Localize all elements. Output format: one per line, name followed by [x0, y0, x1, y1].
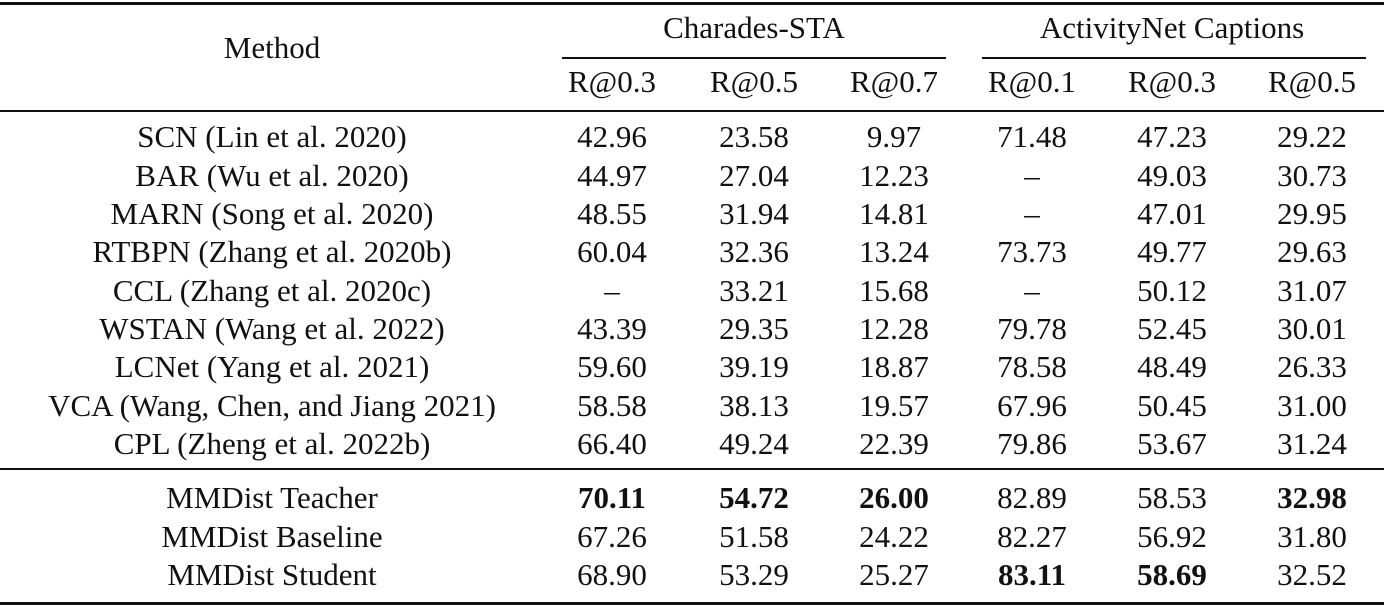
method-cell: BAR (Wu et al. 2020) — [135, 158, 409, 193]
value-cell: 27.04 — [719, 158, 789, 193]
value-cell: 50.12 — [1137, 273, 1207, 308]
value-cell: 78.58 — [997, 349, 1067, 384]
value-cell: 32.52 — [1277, 557, 1347, 592]
value-cell: 32.98 — [1277, 480, 1347, 515]
value-cell: 70.11 — [577, 480, 647, 515]
method-cell: MMDist Teacher — [166, 480, 378, 515]
value-cell: 58.53 — [1137, 480, 1207, 515]
metric-header-cell: R@0.5 — [1268, 64, 1356, 99]
metric-header-cell: R@0.3 — [1128, 64, 1216, 99]
value-cell: 26.00 — [859, 480, 929, 515]
value-cell: 31.94 — [719, 196, 789, 231]
method-cell: WSTAN (Wang et al. 2022) — [99, 311, 445, 346]
method-cell: LCNet (Yang et al. 2021) — [114, 349, 430, 384]
value-cell: 31.24 — [1277, 426, 1347, 461]
method-cell: SCN (Lin et al. 2020) — [137, 119, 407, 154]
section-rule — [0, 468, 1384, 470]
value-cell: 42.96 — [577, 119, 647, 154]
bottom-rule — [0, 602, 1384, 605]
method-cell: VCA (Wang, Chen, and Jiang 2021) — [48, 388, 496, 423]
value-cell: 38.13 — [719, 388, 789, 423]
method-cell: MMDist Baseline — [161, 519, 383, 554]
value-cell: 9.97 — [866, 119, 922, 154]
value-cell: 48.49 — [1137, 349, 1207, 384]
value-cell: – — [1024, 273, 1040, 308]
value-cell: 58.69 — [1137, 557, 1207, 592]
value-cell: 32.36 — [719, 234, 789, 269]
method-cell: CCL (Zhang et al. 2020c) — [112, 273, 432, 308]
value-cell: 24.22 — [859, 519, 929, 554]
value-cell: 66.40 — [577, 426, 647, 461]
value-cell: 67.26 — [577, 519, 647, 554]
value-cell: 23.58 — [719, 119, 789, 154]
value-cell: 29.22 — [1277, 119, 1347, 154]
value-cell: 82.27 — [997, 519, 1067, 554]
value-cell: 67.96 — [997, 388, 1067, 423]
metric-header-cell: R@0.1 — [988, 64, 1076, 99]
value-cell: 59.60 — [577, 349, 647, 384]
value-cell: 30.01 — [1277, 311, 1347, 346]
charades-group-rule — [562, 57, 946, 59]
value-cell: 29.63 — [1277, 234, 1347, 269]
value-cell: 29.95 — [1277, 196, 1347, 231]
value-cell: 14.81 — [859, 196, 929, 231]
metric-header-cell: R@0.7 — [850, 64, 938, 99]
method-cell: MMDist Student — [167, 557, 377, 592]
value-cell: 47.23 — [1137, 119, 1207, 154]
value-cell: 12.23 — [859, 158, 929, 193]
value-cell: 39.19 — [719, 349, 789, 384]
value-cell: 49.77 — [1137, 234, 1207, 269]
value-cell: – — [604, 273, 620, 308]
method-cell: MARN (Song et al. 2020) — [110, 196, 434, 231]
header-group-activitynet: ActivityNet Captions — [1039, 10, 1305, 45]
header-group-charades: Charades-STA — [663, 10, 845, 45]
value-cell: 68.90 — [577, 557, 647, 592]
value-cell: 58.58 — [577, 388, 647, 423]
value-cell: 31.80 — [1277, 519, 1347, 554]
value-cell: 25.27 — [859, 557, 929, 592]
value-cell: 79.86 — [997, 426, 1067, 461]
activitynet-group-rule — [982, 57, 1366, 59]
value-cell: 47.01 — [1137, 196, 1207, 231]
value-cell: 19.57 — [859, 388, 929, 423]
method-cell: RTBPN (Zhang et al. 2020b) — [92, 234, 452, 269]
value-cell: 60.04 — [577, 234, 647, 269]
metric-header-cell: R@0.5 — [710, 64, 798, 99]
header-rule — [0, 110, 1384, 112]
value-cell: 50.45 — [1137, 388, 1207, 423]
value-cell: 15.68 — [859, 273, 929, 308]
header-method: Method — [223, 30, 321, 65]
value-cell: 31.07 — [1277, 273, 1347, 308]
value-cell: 13.24 — [859, 234, 929, 269]
value-cell: – — [1024, 158, 1040, 193]
value-cell: 22.39 — [859, 426, 929, 461]
top-rule — [0, 2, 1384, 5]
value-cell: 49.24 — [719, 426, 789, 461]
value-cell: 79.78 — [997, 311, 1067, 346]
value-cell: 33.21 — [719, 273, 789, 308]
value-cell: 82.89 — [997, 480, 1067, 515]
value-cell: 54.72 — [719, 480, 789, 515]
value-cell: 83.11 — [997, 557, 1067, 592]
value-cell: 18.87 — [859, 349, 929, 384]
value-cell: – — [1024, 196, 1040, 231]
value-cell: 31.00 — [1277, 388, 1347, 423]
value-cell: 53.67 — [1137, 426, 1207, 461]
value-cell: 26.33 — [1277, 349, 1347, 384]
value-cell: 30.73 — [1277, 158, 1347, 193]
value-cell: 51.58 — [719, 519, 789, 554]
value-cell: 12.28 — [859, 311, 929, 346]
value-cell: 71.48 — [997, 119, 1067, 154]
value-cell: 52.45 — [1137, 311, 1207, 346]
metric-header-cell: R@0.3 — [568, 64, 656, 99]
value-cell: 56.92 — [1137, 519, 1207, 554]
value-cell: 44.97 — [577, 158, 647, 193]
value-cell: 73.73 — [997, 234, 1067, 269]
value-cell: 43.39 — [577, 311, 647, 346]
value-cell: 49.03 — [1137, 158, 1207, 193]
value-cell: 48.55 — [577, 196, 647, 231]
value-cell: 53.29 — [719, 557, 789, 592]
value-cell: 29.35 — [719, 311, 789, 346]
method-cell: CPL (Zheng et al. 2022b) — [113, 426, 431, 461]
